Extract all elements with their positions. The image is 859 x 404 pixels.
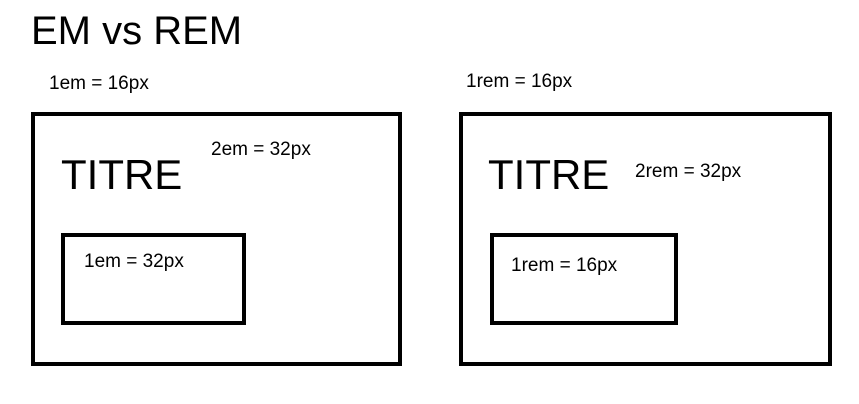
diagram-title: EM vs REM [31,9,243,53]
em-outer-box: TITRE 2em = 32px 1em = 32px [31,112,402,366]
em-inner-box: 1em = 32px [61,233,246,325]
rem-heading-text: TITRE [488,151,610,198]
rem-heading-label: 2rem = 32px [635,161,742,182]
rem-child-label: 1rem = 16px [511,255,618,276]
em-heading-label: 2em = 32px [211,139,311,160]
rem-outer-box: TITRE 2rem = 32px 1rem = 16px [459,112,832,366]
rem-root-label: 1rem = 16px [466,71,573,92]
em-child-label: 1em = 32px [84,251,184,272]
rem-inner-box: 1rem = 16px [490,233,678,325]
em-root-label: 1em = 16px [49,73,149,94]
em-heading-text: TITRE [61,151,183,198]
